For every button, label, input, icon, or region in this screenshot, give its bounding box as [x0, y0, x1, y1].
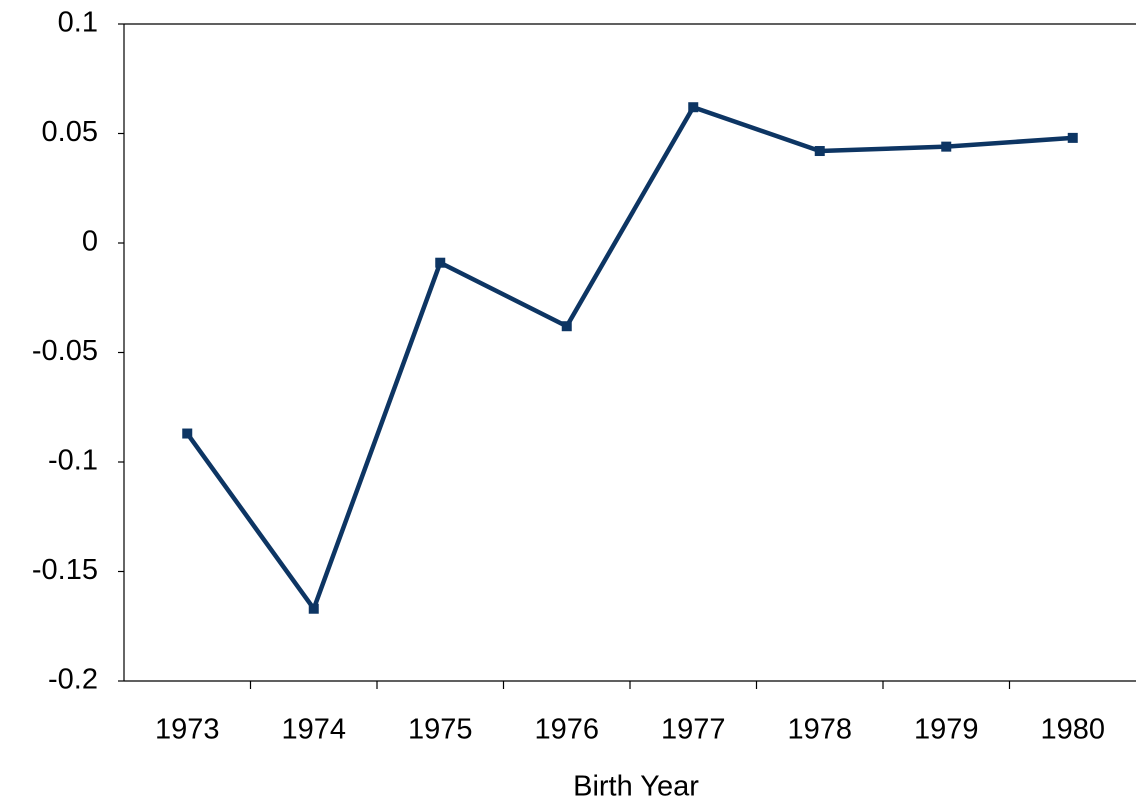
point-marker	[435, 257, 446, 268]
y-tick-label: 0.1	[58, 7, 98, 39]
x-tick-label: 1978	[787, 714, 852, 746]
x-tick-label: 1973	[155, 714, 220, 746]
x-tick-label: 1979	[914, 714, 979, 746]
x-tick-label: 1974	[281, 714, 346, 746]
y-tick-label: -0.1	[48, 445, 98, 477]
y-tick-label: -0.2	[48, 664, 98, 696]
point-marker	[1067, 132, 1078, 143]
point-marker	[688, 102, 699, 113]
x-tick-label: 1976	[534, 714, 599, 746]
x-axis-title: Birth Year	[573, 771, 699, 803]
y-tick-label: -0.05	[32, 335, 98, 367]
series-line	[185, 104, 1073, 611]
point-marker	[941, 141, 952, 152]
point-marker	[561, 321, 572, 332]
y-tick-label: 0	[82, 226, 98, 258]
point-marker	[308, 603, 319, 614]
x-tick-label: 1975	[408, 714, 473, 746]
point-marker	[814, 146, 825, 157]
point-marker	[182, 428, 193, 439]
y-tick-label: 0.05	[42, 116, 98, 148]
y-tick-label: -0.15	[32, 554, 98, 586]
x-tick-label: 1980	[1040, 714, 1105, 746]
x-tick-label: 1977	[661, 714, 726, 746]
